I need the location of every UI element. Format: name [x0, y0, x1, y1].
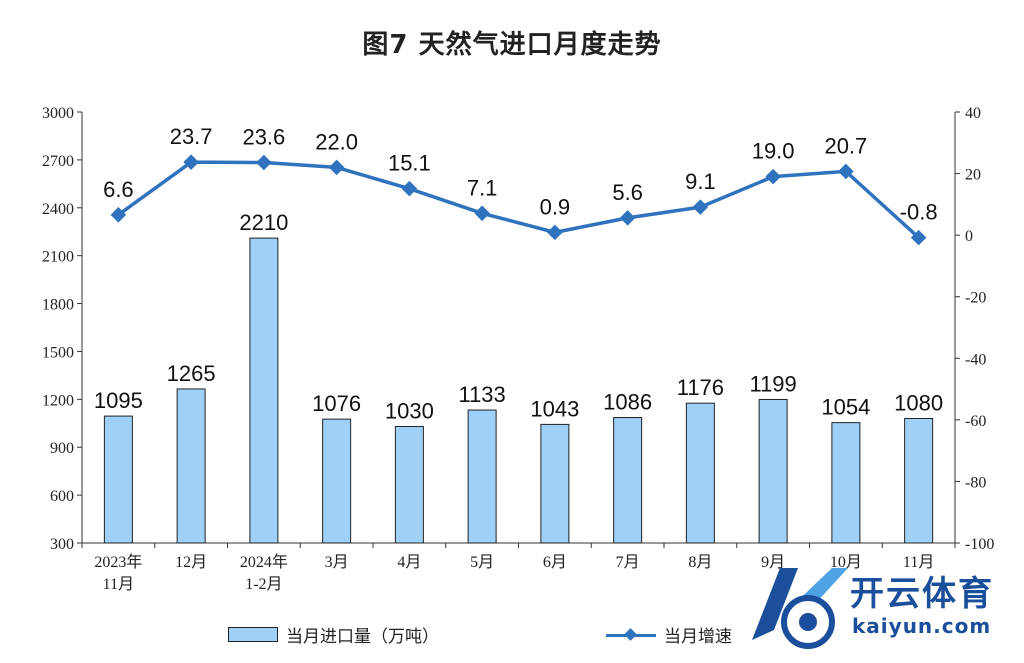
right-tick-label: -20 — [965, 290, 986, 307]
left-tick-label: 2400 — [42, 201, 74, 218]
right-tick-label: -100 — [965, 536, 994, 553]
bar-value-label: 1133 — [458, 382, 505, 407]
x-tick-label: 4月 — [397, 554, 421, 571]
growth-point — [110, 207, 127, 223]
right-tick-label: 0 — [965, 228, 973, 245]
growth-value-label: 0.9 — [540, 194, 571, 219]
bar — [540, 423, 570, 544]
left-tick-label: 600 — [50, 488, 74, 505]
left-tick-label: 1800 — [42, 297, 74, 314]
watermark-domain: kaiyun.com — [852, 614, 992, 638]
bar-value-label: 1265 — [167, 361, 216, 386]
right-tick-label: 40 — [965, 105, 981, 122]
left-tick-label: 2700 — [42, 153, 74, 170]
growth-value-label: 5.6 — [612, 180, 643, 205]
legend-line-item: 当月增速 — [606, 622, 732, 647]
bar-value-label: 1076 — [312, 391, 361, 416]
legend-line-swatch — [606, 628, 656, 642]
right-tick-label: -60 — [965, 413, 986, 430]
x-tick-label: 6月 — [543, 554, 567, 571]
bar — [249, 237, 279, 544]
bar — [904, 417, 934, 544]
growth-value-label: 22.0 — [315, 129, 358, 154]
x-tick-label: 11月 — [903, 554, 934, 571]
watermark-k-icon — [752, 568, 848, 649]
legend-bar-item: 当月进口量（万吨） — [228, 622, 439, 647]
growth-value-label: 6.6 — [103, 177, 134, 202]
growth-point — [619, 210, 636, 226]
legend-bar-label: 当月进口量（万吨） — [286, 627, 439, 647]
chart-title: 图7 天然气进口月度走势 — [362, 30, 662, 60]
bar — [467, 409, 497, 544]
bar-value-label: 1086 — [603, 390, 652, 415]
legend-line-label: 当月增速 — [664, 627, 732, 647]
x-tick-label: 3月 — [325, 554, 349, 571]
bar-value-label: 1080 — [894, 390, 943, 415]
watermark-name: 开云体育 — [850, 574, 994, 614]
x-tick-label: 12月 — [175, 554, 207, 571]
right-tick-label: 20 — [965, 167, 981, 184]
bar-value-label: 1176 — [677, 375, 724, 400]
legend-bar-swatch — [228, 627, 278, 642]
bar-value-label: 1043 — [530, 396, 579, 421]
bar — [103, 415, 133, 544]
bar — [176, 388, 206, 544]
bar — [685, 402, 715, 544]
growth-point — [474, 205, 490, 222]
bar-value-label: 1199 — [749, 371, 796, 396]
growth-value-label: 19.0 — [752, 139, 795, 164]
x-tick-label: 9月 — [761, 554, 785, 571]
bar — [322, 418, 352, 544]
watermark-logo: 开云体育 kaiyun.com — [740, 560, 1020, 656]
left-tick-label: 300 — [50, 536, 74, 553]
x-tick-label: 5月 — [470, 554, 494, 571]
right-tick-label: -40 — [965, 351, 986, 368]
bar — [758, 398, 788, 544]
growth-value-label: 20.7 — [824, 133, 867, 158]
x-tick-label: 7月 — [616, 554, 640, 571]
growth-value-label: -0.8 — [900, 200, 938, 225]
bar — [394, 425, 424, 544]
growth-point — [547, 224, 563, 241]
left-tick-label: 1500 — [42, 344, 74, 361]
left-tick-label: 2100 — [42, 249, 74, 266]
growth-point — [183, 154, 199, 170]
bar-value-label: 1054 — [821, 395, 870, 420]
growth-line — [117, 160, 920, 239]
left-tick-label: 1200 — [42, 392, 74, 409]
left-tick-label: 900 — [50, 440, 74, 457]
bar-value-label: 2210 — [239, 210, 288, 235]
x-tick-label: 2023年 — [94, 553, 142, 571]
left-tick-label: 3000 — [42, 105, 74, 122]
x-tick-label: 8月 — [688, 554, 712, 571]
bar-value-label: 1030 — [385, 398, 434, 423]
x-tick-label: 1-2月 — [245, 576, 282, 593]
growth-value-label: 9.1 — [685, 169, 716, 194]
bar-value-label: 1095 — [94, 388, 143, 413]
growth-point — [328, 159, 345, 176]
growth-point — [256, 154, 272, 171]
growth-point — [692, 199, 709, 215]
growth-point — [401, 180, 418, 197]
growth-value-label: 23.6 — [242, 124, 285, 149]
growth-value-label: 15.1 — [388, 151, 431, 176]
growth-point — [910, 229, 927, 246]
growth-value-label: 7.1 — [467, 175, 498, 200]
bar — [613, 417, 643, 544]
growth-point — [765, 168, 781, 185]
x-tick-label: 10月 — [830, 554, 862, 571]
growth-value-label: 23.7 — [170, 124, 213, 149]
right-tick-label: -80 — [965, 474, 986, 491]
growth-point — [838, 163, 854, 180]
x-tick-label: 11月 — [103, 576, 134, 593]
x-tick-label: 2024年 — [240, 553, 288, 571]
bar — [831, 422, 861, 544]
